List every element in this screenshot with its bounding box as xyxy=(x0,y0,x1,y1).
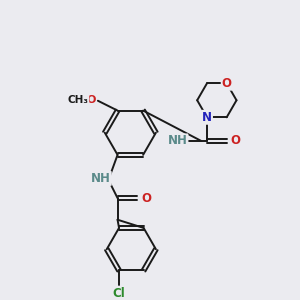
Text: O: O xyxy=(86,95,96,105)
Text: N: N xyxy=(202,111,212,124)
Text: NH: NH xyxy=(168,134,188,147)
Text: O: O xyxy=(141,192,151,205)
Text: O: O xyxy=(230,134,241,147)
Text: Cl: Cl xyxy=(113,286,125,300)
Text: O: O xyxy=(222,77,232,90)
Text: CH₃: CH₃ xyxy=(68,95,89,105)
Text: NH: NH xyxy=(91,172,111,185)
